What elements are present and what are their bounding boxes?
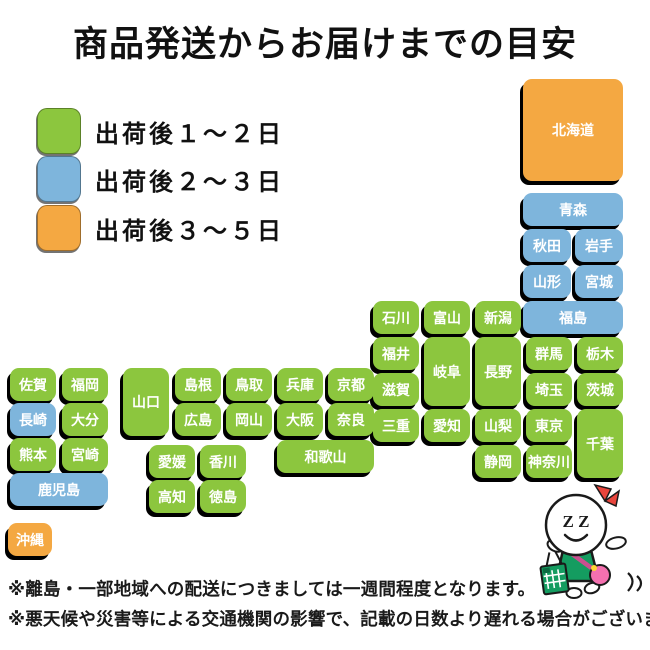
prefecture-box: 岩手 [575, 229, 623, 262]
prefecture-box: 沖縄 [8, 523, 52, 556]
legend-label: 出荷後２～３日 [95, 168, 284, 196]
prefecture-box: 栃木 [577, 337, 623, 370]
prefecture-box: 山口 [123, 368, 169, 436]
prefecture-box: 熊本 [10, 438, 56, 471]
prefecture-box: 神奈川 [526, 445, 572, 478]
legend-item-2-3-days: 出荷後２～３日 [37, 156, 284, 202]
prefecture-box: 北海道 [523, 79, 623, 181]
page-title: 商品発送からお届けまでの目安 [72, 25, 577, 64]
prefecture-box: 埼玉 [526, 373, 572, 406]
prefecture-box: 新潟 [475, 301, 521, 334]
prefecture-box: 石川 [373, 301, 419, 334]
prefecture-box: 香川 [200, 445, 246, 478]
prefecture-box: 鳥取 [226, 368, 272, 401]
prefecture-box: 山梨 [475, 409, 521, 442]
prefecture-box: 京都 [328, 368, 374, 401]
sleeping-mascot: Z Z [539, 483, 643, 599]
bow-icon [593, 483, 621, 508]
prefecture-box: 秋田 [523, 229, 571, 262]
prefecture-box: 三重 [373, 409, 419, 442]
prefecture-box: 徳島 [200, 480, 246, 513]
prefecture-box: 佐賀 [10, 368, 56, 401]
prefecture-box: 山形 [523, 265, 571, 298]
prefecture-box: 岐阜 [424, 337, 470, 406]
prefecture-box: 宮崎 [62, 438, 108, 471]
prefecture-box: 島根 [175, 368, 221, 401]
prefecture-box: 岡山 [226, 403, 272, 436]
mascot-foot [565, 587, 583, 599]
prefecture-box: 広島 [175, 403, 221, 436]
prefecture-box: 富山 [424, 301, 470, 334]
mascot-head [544, 493, 608, 557]
basket-icon [539, 551, 570, 596]
prefecture-box: 高知 [149, 480, 195, 513]
prefecture-box: 大分 [62, 403, 108, 436]
prefecture-box: 福井 [373, 337, 419, 370]
legend-label: 出荷後３～５日 [95, 217, 284, 245]
legend-swatch-blue [37, 156, 81, 202]
prefecture-box: 鹿児島 [10, 473, 108, 506]
prefecture-box: 愛知 [424, 409, 470, 442]
prefecture-box: 長崎 [10, 403, 56, 436]
prefecture-box: 青森 [523, 193, 623, 226]
bag-clasp [591, 565, 597, 571]
prefecture-box: 奈良 [328, 403, 374, 436]
motion-lines [627, 572, 643, 592]
legend-swatch-orange [37, 205, 81, 251]
legend-swatch-green [37, 108, 81, 154]
smile [563, 533, 589, 542]
prefecture-box: 長野 [475, 337, 521, 406]
mascot-arm [605, 536, 627, 550]
legend-item-1-2-days: 出荷後１～２日 [37, 108, 284, 154]
prefecture-box: 東京 [526, 409, 572, 442]
legend-item-3-5-days: 出荷後３～５日 [37, 205, 284, 251]
sleep-text: Z Z [563, 512, 590, 531]
prefecture-box: 群馬 [526, 337, 572, 370]
legend-label: 出荷後１～２日 [95, 120, 284, 148]
prefecture-box: 宮城 [575, 265, 623, 298]
prefecture-box: 静岡 [475, 445, 521, 478]
note-weather-delay: ※悪天候や災害等による交通機関の影響で、記載の日数より遅れる場合がございます。 [8, 609, 650, 629]
prefecture-box: 大阪 [277, 403, 323, 436]
prefecture-box: 福岡 [62, 368, 108, 401]
prefecture-box: 和歌山 [277, 440, 374, 473]
prefecture-box: 茨城 [577, 373, 623, 406]
prefecture-box: 兵庫 [277, 368, 323, 401]
prefecture-box: 千葉 [577, 409, 623, 478]
prefecture-box: 愛媛 [149, 445, 195, 478]
prefecture-box: 滋賀 [373, 373, 419, 406]
prefecture-box: 福島 [523, 301, 623, 334]
note-remote-islands: ※離島・一部地域への配送につきましては一週間程度となります。 [8, 579, 536, 599]
